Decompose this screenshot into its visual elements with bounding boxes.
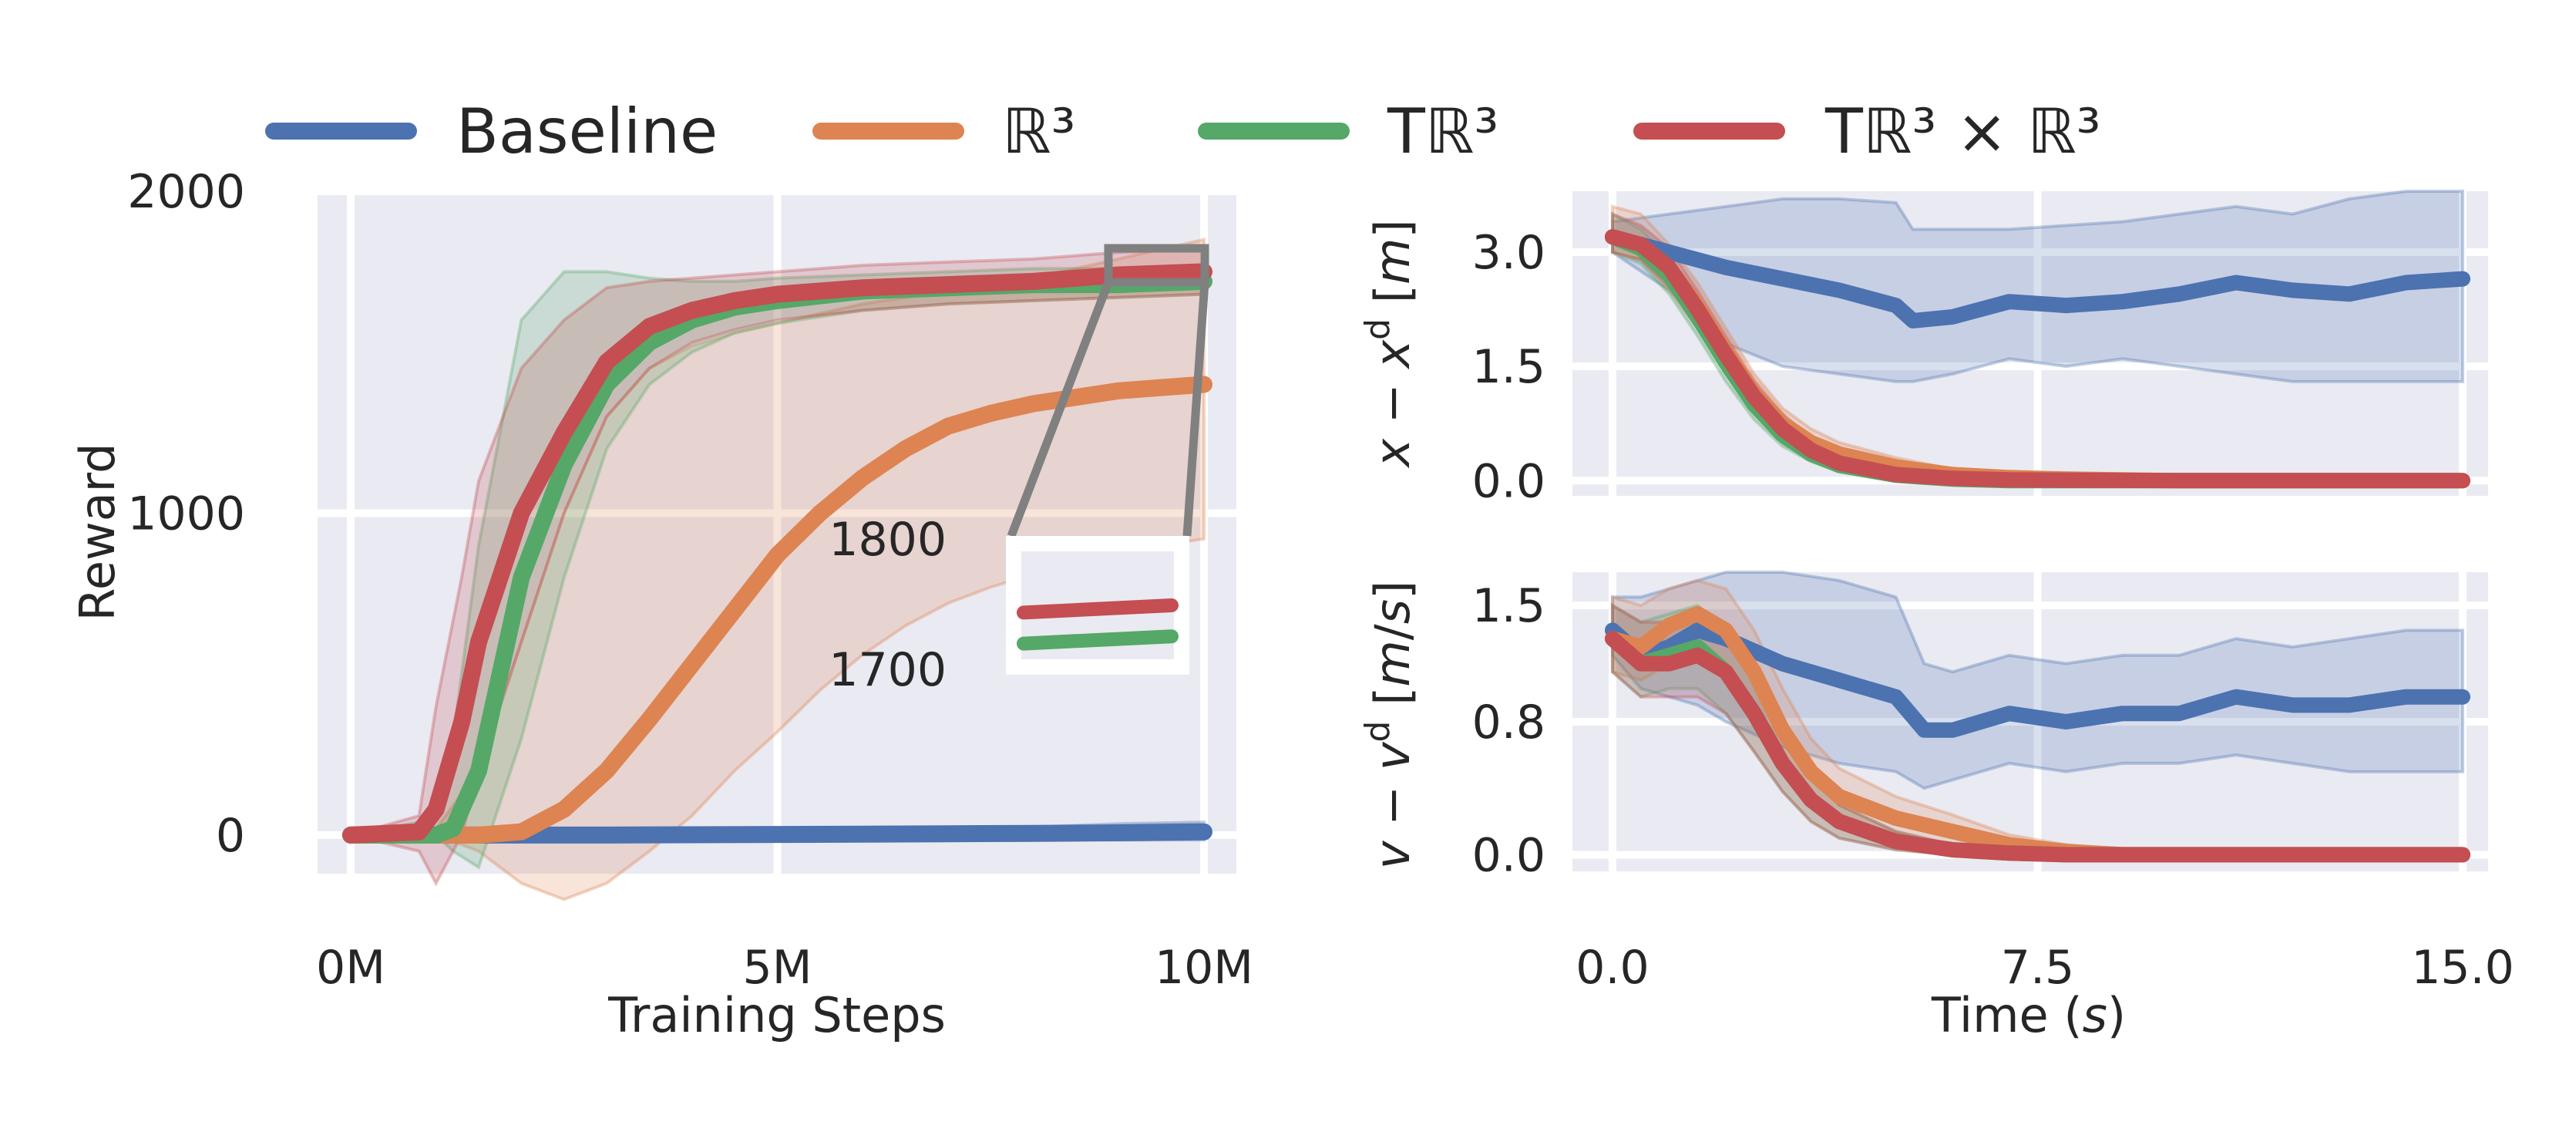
x-tick-label: 15.0 [2411,941,2514,995]
inset-tick-label: 1700 [829,643,947,697]
x-axis-label: Training Steps [607,987,946,1043]
line-series [342,376,1212,844]
x-tick-label: 7.5 [2001,941,2074,995]
legend-label: Tℝ³ [1387,96,1498,167]
y-tick-label: 1.5 [1472,579,1545,633]
zoom-box [1104,244,1209,287]
y-tick-label: 1.5 [1472,340,1545,394]
velocity-error-panel: 0.0 7.5 15.0 0.0 0.8 1.5 Time (s) v − vd [m/s… [1358,571,2514,1043]
y-tick-label: 0 [216,809,245,863]
line-baseline [1605,622,2470,738]
legend-label: Baseline [456,96,718,167]
inset-line-t [1017,598,1179,620]
inset-plot: 1800 1700 [829,513,1189,697]
y-tick-label: 2000 [127,165,245,219]
reward-panel: 0M 5M 10M 0 1000 2000 1800 1700 Training Step… [69,165,1253,1043]
line-t [342,263,1212,844]
y-axis-label: Reward [69,443,126,622]
x-tick-label: 0M [316,941,385,995]
position-error-panel: 0.0 1.5 3.0 x − xd [m] [1358,190,2488,508]
y-tick-label: 0.0 [1472,828,1545,882]
line-t [1605,229,2470,489]
x-axis-label: Time (s) [1931,987,2126,1043]
y-axis-label: v − vd [m/s] [1358,581,1421,869]
legend-label: Tℝ³ × ℝ³ [1824,96,2101,167]
inset-tick-label: 1800 [829,513,947,567]
y-tick-label: 3.0 [1472,226,1545,280]
x-tick-label: 0.0 [1576,941,1649,995]
y-tick-label: 1000 [127,487,245,541]
legend-entry-r3: ℝ³ [812,96,1075,167]
y-tick-label: 0.0 [1472,454,1545,508]
band-baseline [1611,190,2464,383]
zoom-connector [1007,281,1113,537]
legend: Baseline ℝ³ Tℝ³ Tℝ³ × ℝ³ [265,96,2101,167]
zoom-connector [1182,281,1209,537]
legend-label: ℝ³ [1002,96,1075,167]
line-baseline [1605,229,2470,329]
inset-line-t [1017,629,1179,651]
line-t [1605,631,2470,863]
y-axis-label: x − xd [m] [1358,219,1421,468]
x-tick-label: 10M [1155,941,1253,995]
x-tick-label: 5M [743,941,812,995]
y-tick-label: 0.8 [1472,696,1545,750]
legend-entry-tr3xr3: Tℝ³ × ℝ³ [1633,96,2101,167]
legend-entry-baseline: Baseline [265,96,718,167]
legend-entry-tr3: Tℝ³ [1198,96,1498,167]
